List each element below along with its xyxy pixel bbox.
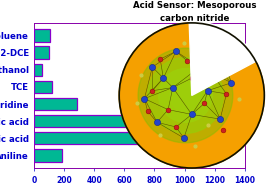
Bar — [34, 98, 77, 110]
Wedge shape — [189, 21, 257, 95]
Bar — [34, 29, 50, 42]
Bar — [34, 64, 42, 76]
Bar — [34, 149, 61, 162]
Text: Acid Sensor: Mesoporous: Acid Sensor: Mesoporous — [133, 1, 257, 10]
Circle shape — [159, 69, 212, 122]
Text: carbon nitride: carbon nitride — [160, 14, 230, 23]
Circle shape — [170, 80, 201, 111]
Circle shape — [138, 48, 233, 143]
Bar — [34, 81, 52, 93]
Circle shape — [148, 58, 223, 133]
Polygon shape — [119, 23, 264, 168]
Bar — [34, 132, 186, 144]
Bar — [34, 115, 216, 127]
Bar — [34, 46, 49, 59]
